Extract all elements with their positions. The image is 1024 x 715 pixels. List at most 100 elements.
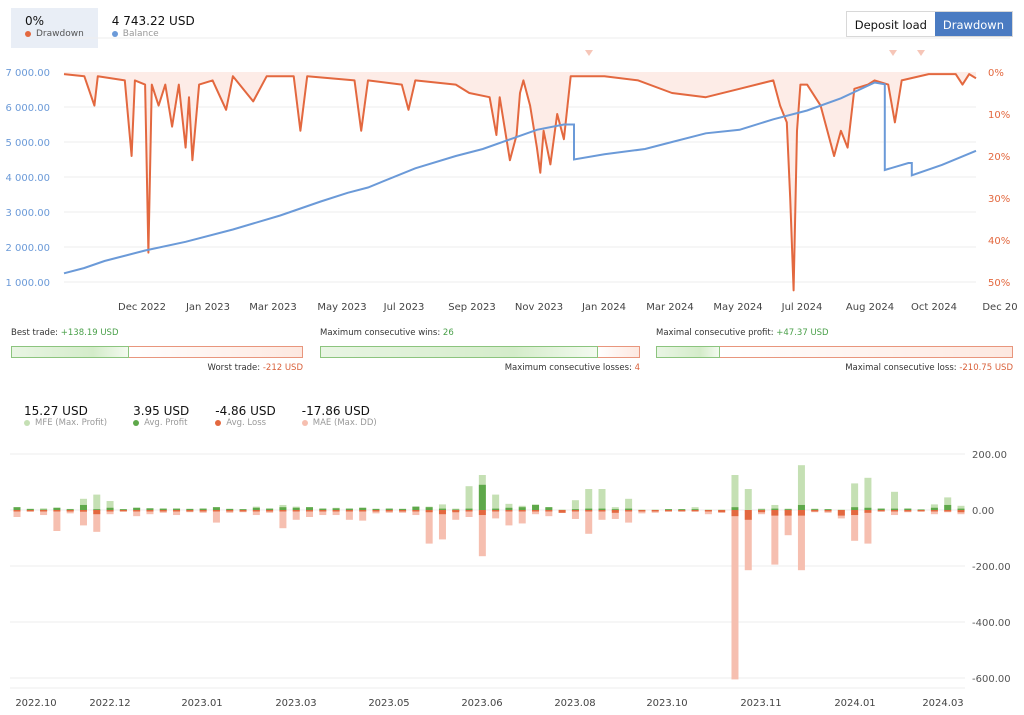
bar-group[interactable] — [226, 508, 234, 513]
bar-group[interactable] — [119, 509, 127, 512]
bar-group[interactable] — [930, 504, 938, 515]
bar-group[interactable] — [518, 505, 526, 524]
bar-group[interactable] — [146, 508, 154, 515]
bar-group[interactable] — [532, 504, 540, 515]
bar-group[interactable] — [252, 506, 260, 516]
max-losses-value: 4 — [634, 363, 640, 373]
balance-label: Balance — [122, 29, 159, 39]
y-left-tick: 1 000.00 — [5, 278, 50, 289]
bar-group[interactable] — [944, 497, 952, 513]
bar-group[interactable] — [465, 486, 473, 517]
bar-group[interactable] — [704, 509, 712, 515]
max-profit-label: Maximal consecutive profit: — [656, 328, 774, 338]
bar-group[interactable] — [332, 507, 340, 516]
bar-group[interactable] — [957, 505, 965, 515]
bar-group[interactable] — [505, 503, 513, 526]
bar-group[interactable] — [664, 509, 672, 512]
x-tick: Jul 2024 — [781, 302, 823, 313]
bar-group[interactable] — [638, 509, 646, 514]
bar-group[interactable] — [412, 506, 420, 516]
bar-group[interactable] — [784, 508, 792, 536]
bar-group[interactable] — [492, 494, 500, 519]
deposit-load-button[interactable]: Deposit load — [846, 12, 935, 36]
avg-profit-dot-icon — [133, 420, 140, 426]
x-tick: 2023.05 — [368, 698, 409, 709]
bar-group[interactable] — [731, 475, 739, 680]
bar-group[interactable] — [625, 498, 633, 523]
bar-group[interactable] — [917, 509, 925, 512]
bar-group[interactable] — [851, 483, 859, 541]
bar-group[interactable] — [864, 477, 872, 544]
bar-group[interactable] — [212, 507, 220, 523]
bar-group[interactable] — [133, 507, 141, 517]
legend-mae[interactable]: -17.86 USD MAE (Max. DD) — [301, 404, 377, 428]
bar-group[interactable] — [66, 508, 74, 514]
bar-group[interactable] — [266, 508, 274, 513]
legend-mfe[interactable]: 15.27 USD MFE (Max. Profit) — [24, 404, 107, 428]
legend-balance[interactable]: 4 743.22 USD Balance — [98, 8, 209, 48]
bar-group[interactable] — [877, 508, 885, 512]
bar-group[interactable] — [811, 508, 819, 513]
bar-group[interactable] — [372, 508, 380, 514]
bar-group[interactable] — [186, 508, 194, 513]
bar-group[interactable] — [53, 507, 61, 531]
bar-group[interactable] — [173, 508, 181, 516]
bar-group[interactable] — [425, 506, 433, 544]
bar-group[interactable] — [598, 489, 606, 520]
bar-group[interactable] — [718, 509, 726, 513]
bar-group[interactable] — [545, 507, 553, 517]
bar-group[interactable] — [13, 507, 21, 517]
mae-dot-icon — [301, 420, 308, 426]
x-tick: 2024.01 — [834, 698, 875, 709]
bar-group[interactable] — [678, 509, 686, 512]
avg-loss-label: Avg. Loss — [226, 418, 267, 428]
bar-group[interactable] — [651, 509, 659, 513]
bar-group[interactable] — [106, 501, 114, 515]
bar-group[interactable] — [385, 508, 393, 513]
y-tick: -400.00 — [972, 618, 1011, 629]
y-right-tick: 0% — [988, 68, 1004, 79]
bar-group[interactable] — [79, 498, 87, 526]
bar-group[interactable] — [691, 507, 699, 512]
bar-group[interactable] — [306, 507, 314, 517]
bar-group[interactable] — [744, 489, 752, 571]
bar-group[interactable] — [904, 508, 912, 513]
bar-group[interactable] — [319, 508, 327, 516]
bar-group[interactable] — [771, 504, 779, 565]
bar-group[interactable] — [40, 508, 48, 516]
deposit-marker-icon — [585, 50, 593, 56]
max-wins-value: 26 — [442, 328, 454, 338]
drawdown-button[interactable]: Drawdown — [934, 12, 1012, 36]
y-right-tick: 30% — [988, 194, 1010, 205]
bar-group[interactable] — [359, 507, 367, 521]
legend-avg-loss[interactable]: -4.86 USD Avg. Loss — [215, 404, 276, 428]
best-trade-label: Best trade: — [11, 328, 59, 338]
bar-group[interactable] — [438, 504, 446, 540]
bar-group[interactable] — [452, 508, 460, 520]
legend-avg-profit[interactable]: 3.95 USD Avg. Profit — [133, 404, 189, 428]
bar-group[interactable] — [558, 509, 566, 513]
bar-group[interactable] — [824, 509, 832, 513]
bar-group[interactable] — [292, 506, 300, 520]
bar-group[interactable] — [399, 508, 407, 513]
bar-group[interactable] — [93, 494, 101, 532]
bar-group[interactable] — [279, 504, 287, 529]
bar-group[interactable] — [837, 509, 845, 519]
bar-group[interactable] — [26, 508, 34, 512]
legend-drawdown[interactable]: 0% Drawdown — [11, 8, 98, 48]
bar-group[interactable] — [239, 509, 247, 513]
max-losses-label: Maximum consecutive losses: — [504, 363, 632, 373]
bar-group[interactable] — [797, 465, 805, 571]
x-tick: Mar 2024 — [646, 302, 694, 313]
bar-group[interactable] — [345, 508, 353, 520]
bar-group[interactable] — [478, 475, 486, 557]
bar-group[interactable] — [199, 508, 207, 513]
bar-group[interactable] — [585, 489, 593, 534]
bar-group[interactable] — [159, 508, 167, 513]
bar-group[interactable] — [611, 507, 619, 519]
bar-group[interactable] — [571, 500, 579, 519]
x-tick: Jul 2023 — [383, 302, 425, 313]
bar-group[interactable] — [758, 508, 766, 515]
bar-group[interactable] — [891, 491, 899, 516]
x-tick: Dec 20 — [982, 302, 1017, 313]
